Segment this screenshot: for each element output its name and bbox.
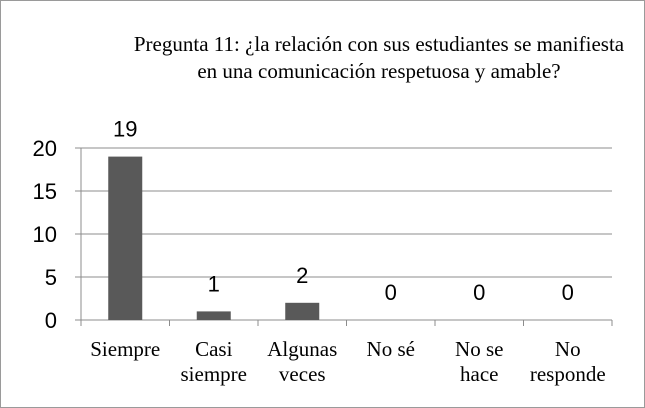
bar xyxy=(108,156,143,320)
x-category-label: No sé xyxy=(367,337,415,361)
y-tick-label: 0 xyxy=(45,308,57,333)
data-label: 0 xyxy=(562,280,574,305)
x-category-label: No se xyxy=(455,337,503,361)
y-tick-label: 5 xyxy=(45,265,57,290)
x-category-label: Algunas xyxy=(267,337,337,361)
x-category-label: hace xyxy=(460,362,498,386)
x-category-label: responde xyxy=(530,362,606,386)
y-tick-label: 15 xyxy=(33,179,57,204)
x-category-label: No xyxy=(555,337,581,361)
y-tick-label: 10 xyxy=(33,222,57,247)
data-label: 19 xyxy=(113,117,137,142)
data-label: 1 xyxy=(208,271,220,296)
x-category-label: siempre xyxy=(181,362,247,386)
bar xyxy=(285,302,320,320)
data-label: 2 xyxy=(296,263,308,288)
chart-title: Pregunta 11: ¿la relación con sus estudi… xyxy=(133,32,625,83)
x-category-label: veces xyxy=(279,362,326,386)
x-category-label: Casi xyxy=(195,337,233,361)
x-category-label: Siempre xyxy=(90,337,160,361)
y-tick-label: 20 xyxy=(33,136,57,161)
data-label: 0 xyxy=(473,280,485,305)
bar xyxy=(196,311,231,320)
data-label: 0 xyxy=(385,280,397,305)
